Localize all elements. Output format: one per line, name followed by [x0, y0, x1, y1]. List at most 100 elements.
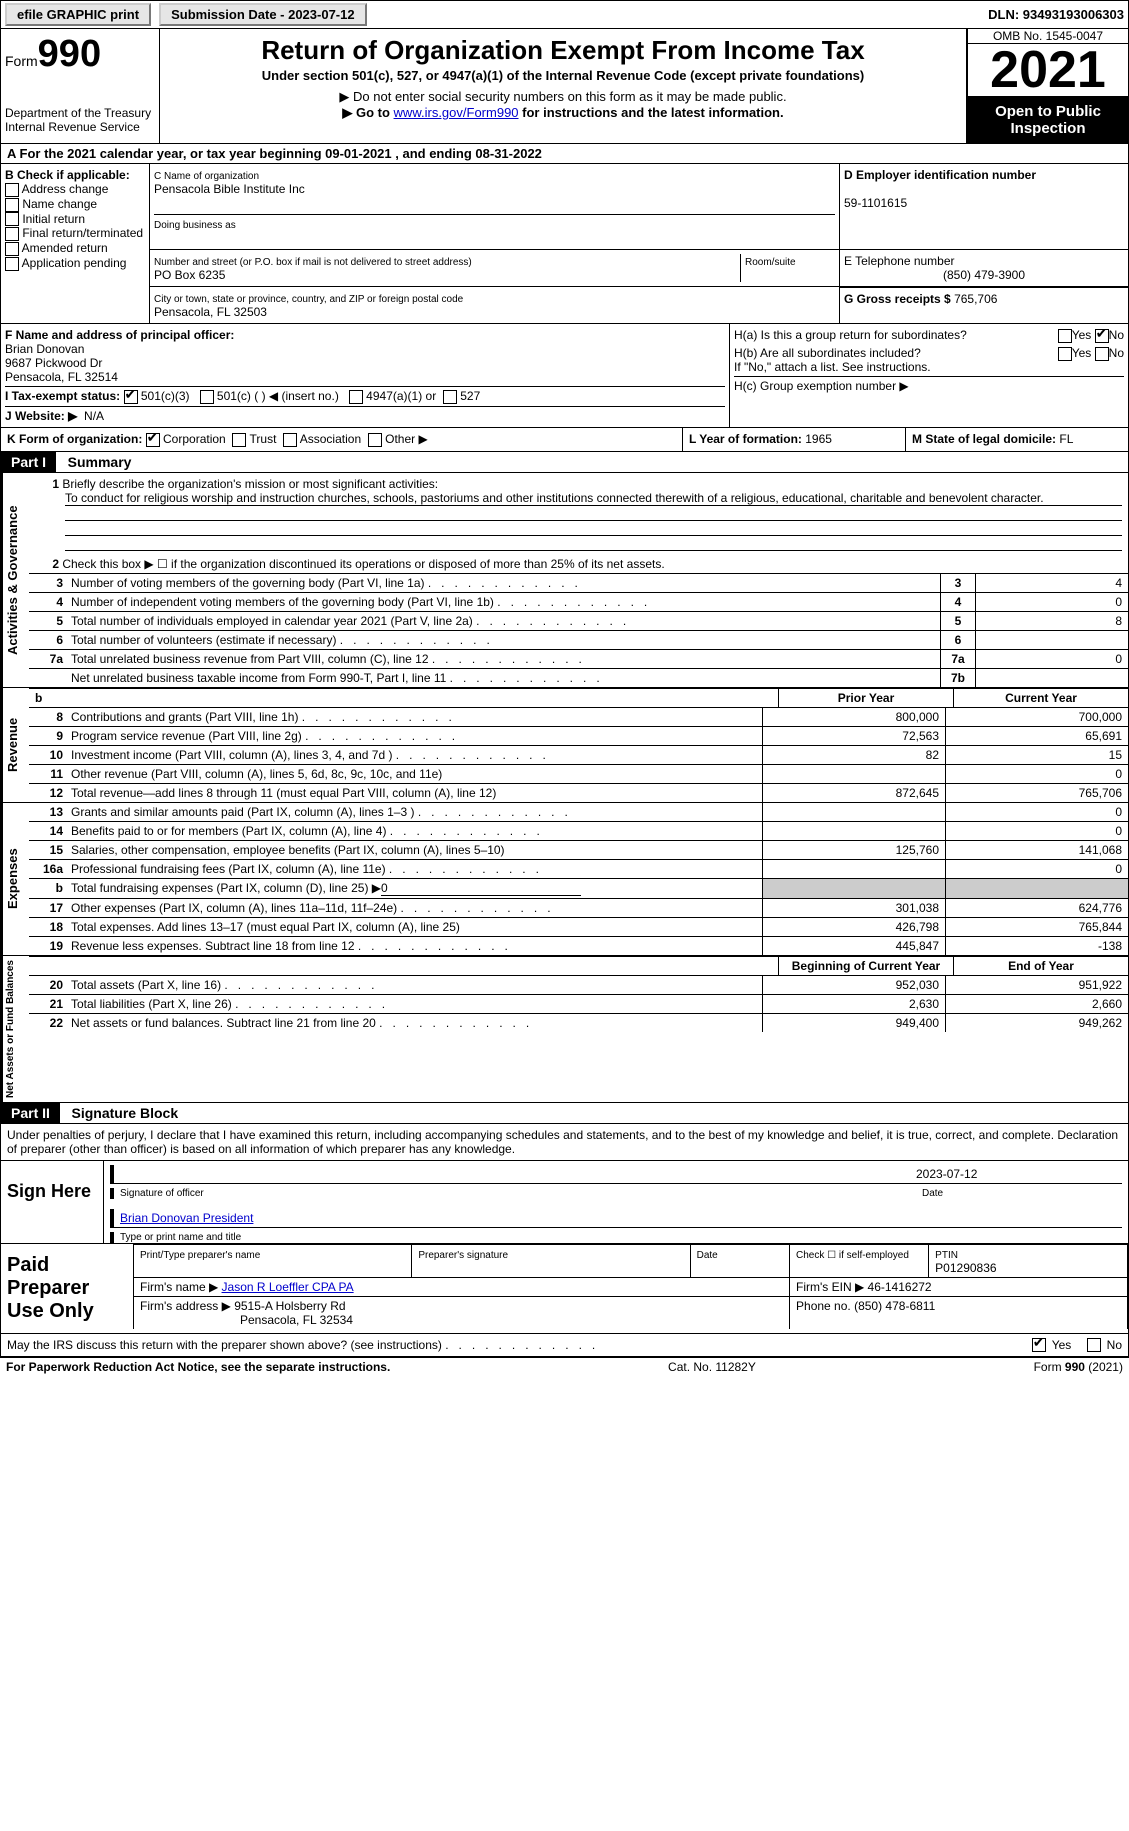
checkbox-other[interactable] [368, 433, 382, 447]
checkbox-discuss-yes[interactable] [1032, 1338, 1046, 1352]
l12-desc: Total revenue—add lines 8 through 11 (mu… [71, 786, 496, 800]
l19-py: 445,847 [762, 937, 945, 955]
open-to-public: Open to Public Inspection [968, 97, 1128, 143]
label-amended: Amended return [22, 241, 108, 255]
checkbox-final-return[interactable] [5, 227, 19, 241]
l10-desc: Investment income (Part VIII, column (A)… [71, 748, 392, 762]
l16a-py [762, 860, 945, 878]
prep-sig-label: Preparer's signature [418, 1250, 508, 1261]
l13-desc: Grants and similar amounts paid (Part IX… [71, 805, 414, 819]
l14-cy: 0 [945, 822, 1128, 840]
l18-py: 426,798 [762, 918, 945, 936]
org-name: Pensacola Bible Institute Inc [154, 182, 305, 196]
note-goto-post: for instructions and the latest informat… [519, 105, 784, 120]
l13-cy: 0 [945, 803, 1128, 821]
box-l-label: L Year of formation: [689, 432, 805, 446]
l8-cy: 700,000 [945, 708, 1128, 726]
l22-ey: 949,262 [945, 1014, 1128, 1032]
checkbox-discuss-no[interactable] [1087, 1338, 1101, 1352]
label-corp: Corporation [163, 432, 226, 446]
checkbox-address-change[interactable] [5, 183, 19, 197]
label-yes: Yes [1072, 328, 1092, 342]
checkbox-name-change[interactable] [5, 198, 19, 212]
checkbox-ha-no[interactable] [1095, 329, 1109, 343]
vlabel-revenue: Revenue [1, 688, 29, 802]
l11-cy: 0 [945, 765, 1128, 783]
addr-value: PO Box 6235 [154, 268, 225, 282]
irs-label: Internal Revenue Service [5, 120, 155, 134]
irs-link[interactable]: www.irs.gov/Form990 [394, 105, 519, 120]
line6-desc: Total number of volunteers (estimate if … [71, 633, 336, 647]
city-label: City or town, state or province, country… [154, 294, 463, 305]
checkbox-trust[interactable] [232, 433, 246, 447]
vlabel-netassets: Net Assets or Fund Balances [1, 956, 29, 1102]
l16b-cy-grey [945, 879, 1128, 898]
state-domicile: FL [1059, 432, 1073, 446]
penalty-text: Under penalties of perjury, I declare th… [1, 1124, 1128, 1161]
checkbox-4947[interactable] [349, 390, 363, 404]
type-name-label: Type or print name and title [110, 1232, 1122, 1243]
firm-name-link[interactable]: Jason R Loeffler CPA PA [222, 1280, 354, 1294]
ptin-value: P01290836 [935, 1261, 996, 1275]
officer-name-link[interactable]: Brian Donovan President [120, 1211, 253, 1225]
officer-addr2: Pensacola, FL 32514 [5, 370, 118, 384]
form-title: Return of Organization Exempt From Incom… [164, 35, 962, 66]
label-no2: No [1109, 346, 1124, 360]
label-no: No [1109, 328, 1124, 342]
signature-block: Under penalties of perjury, I declare th… [0, 1124, 1129, 1244]
l16b-desc: Total fundraising expenses (Part IX, col… [71, 881, 381, 895]
box-c-name-label: C Name of organization [154, 171, 259, 182]
l19-desc: Revenue less expenses. Subtract line 18 … [71, 939, 355, 953]
city-value: Pensacola, FL 32503 [154, 305, 267, 319]
phone-value: (850) 478-6811 [854, 1299, 935, 1313]
l17-desc: Other expenses (Part IX, column (A), lin… [71, 901, 397, 915]
hb-note: If "No," attach a list. See instructions… [734, 360, 1124, 374]
officer-addr1: 9687 Pickwood Dr [5, 356, 102, 370]
l9-py: 72,563 [762, 727, 945, 745]
l18-desc: Total expenses. Add lines 13–17 (must eq… [71, 920, 460, 934]
addr-label: Number and street (or P.O. box if mail i… [154, 257, 472, 268]
label-4947: 4947(a)(1) or [366, 389, 436, 403]
col-prior-year: Prior Year [778, 689, 953, 707]
website-value: N/A [84, 409, 104, 423]
checkbox-initial-return[interactable] [5, 212, 19, 226]
l11-py [762, 765, 945, 783]
l10-cy: 15 [945, 746, 1128, 764]
line3-val: 4 [975, 574, 1128, 592]
box-m-label: M State of legal domicile: [912, 432, 1059, 446]
col-end-year: End of Year [953, 957, 1128, 975]
checkbox-corp[interactable] [146, 433, 160, 447]
form-header: Form990 Department of the Treasury Inter… [0, 29, 1129, 144]
checkbox-hb-yes[interactable] [1058, 347, 1072, 361]
label-527: 527 [460, 389, 480, 403]
checkbox-501c[interactable] [200, 390, 214, 404]
label-initial-return: Initial return [22, 212, 85, 226]
paid-preparer-block: Paid Preparer Use Only Print/Type prepar… [0, 1244, 1129, 1334]
checkbox-501c3[interactable] [124, 390, 138, 404]
box-d-ein-label: D Employer identification number [844, 168, 1036, 182]
label-yes2: Yes [1072, 346, 1092, 360]
l8-desc: Contributions and grants (Part VIII, lin… [71, 710, 298, 724]
room-label: Room/suite [745, 257, 796, 268]
l13-py [762, 803, 945, 821]
l15-cy: 141,068 [945, 841, 1128, 859]
page-footer: For Paperwork Reduction Act Notice, see … [0, 1357, 1129, 1376]
checkbox-amended[interactable] [5, 242, 19, 256]
l18-cy: 765,844 [945, 918, 1128, 936]
l17-py: 301,038 [762, 899, 945, 917]
label-other: Other ▶ [385, 432, 428, 446]
l20-desc: Total assets (Part X, line 16) [71, 978, 221, 992]
checkbox-ha-yes[interactable] [1058, 329, 1072, 343]
hb-label: H(b) Are all subordinates included? [734, 346, 921, 360]
submission-date-button[interactable]: Submission Date - 2023-07-12 [159, 3, 367, 26]
checkbox-hb-no[interactable] [1095, 347, 1109, 361]
checkbox-app-pending[interactable] [5, 257, 19, 271]
checkbox-527[interactable] [443, 390, 457, 404]
part1-title: Summary [60, 452, 140, 472]
l20-ey: 951,922 [945, 976, 1128, 994]
box-k-label: K Form of organization: [7, 432, 142, 446]
efile-print-button[interactable]: efile GRAPHIC print [5, 3, 151, 26]
checkbox-assoc[interactable] [283, 433, 297, 447]
label-address-change: Address change [22, 182, 109, 196]
gross-label: G Gross receipts $ [844, 292, 954, 306]
